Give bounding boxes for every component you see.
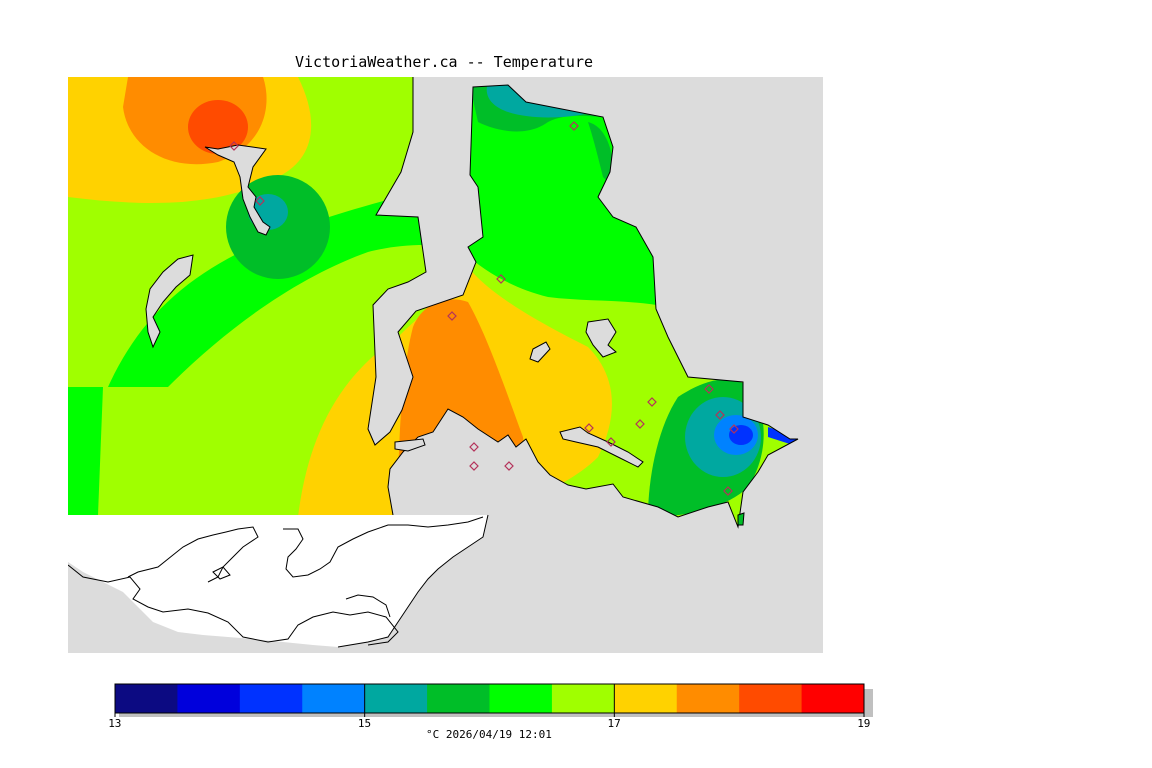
water-left-strip (68, 387, 103, 515)
station-marker (469, 442, 479, 452)
lake-north (204, 144, 271, 236)
station-marker (704, 384, 714, 394)
station-marker (447, 311, 457, 321)
station-markers (229, 121, 739, 496)
legend-swatch (739, 684, 803, 713)
station-marker (569, 121, 579, 131)
legend-swatch (115, 684, 178, 713)
legend-tick-label: 15 (357, 717, 372, 730)
color-legend (114, 683, 873, 717)
legend-tick-label: 13 (108, 717, 122, 730)
legend-swatch (801, 684, 865, 713)
legend-swatch (364, 684, 428, 713)
map-title: VictoriaWeather.ca -- Temperature (295, 53, 594, 71)
legend-swatch (676, 684, 740, 713)
station-marker (229, 141, 239, 151)
legend-swatch (551, 684, 615, 713)
legend-swatch (489, 684, 553, 713)
station-marker (729, 424, 739, 434)
lake-central (529, 341, 551, 363)
station-marker (469, 461, 479, 471)
lake-south (394, 438, 426, 452)
small-island-1 (212, 566, 231, 580)
station-marker (496, 274, 506, 284)
legend-swatches (115, 684, 865, 713)
coastline (367, 77, 799, 529)
lake-west (145, 254, 194, 349)
legend-ticks (114, 684, 865, 717)
inlet-south (559, 426, 644, 468)
station-marker (255, 196, 265, 206)
station-marker (647, 397, 657, 407)
temperature-map (68, 77, 823, 653)
station-marker (584, 423, 594, 433)
legend-swatch (614, 684, 678, 713)
islet-se (737, 512, 745, 526)
station-marker (504, 461, 514, 471)
station-marker (723, 486, 733, 496)
legend-swatch (427, 684, 490, 713)
coast-south-islands (68, 516, 484, 646)
legend-swatch (302, 684, 366, 713)
station-marker (715, 410, 725, 420)
coast-south (337, 514, 489, 648)
station-marker (606, 437, 616, 447)
station-marker (635, 419, 645, 429)
legend-swatch (177, 684, 241, 713)
legend-tick-label: 19 (857, 717, 871, 730)
outside-region-south (68, 515, 488, 647)
legend-tick-label: 17 (607, 717, 621, 730)
legend-caption: °C 2026/04/19 12:01 (426, 728, 552, 741)
legend-swatch (239, 684, 303, 713)
lake-east (585, 318, 617, 358)
